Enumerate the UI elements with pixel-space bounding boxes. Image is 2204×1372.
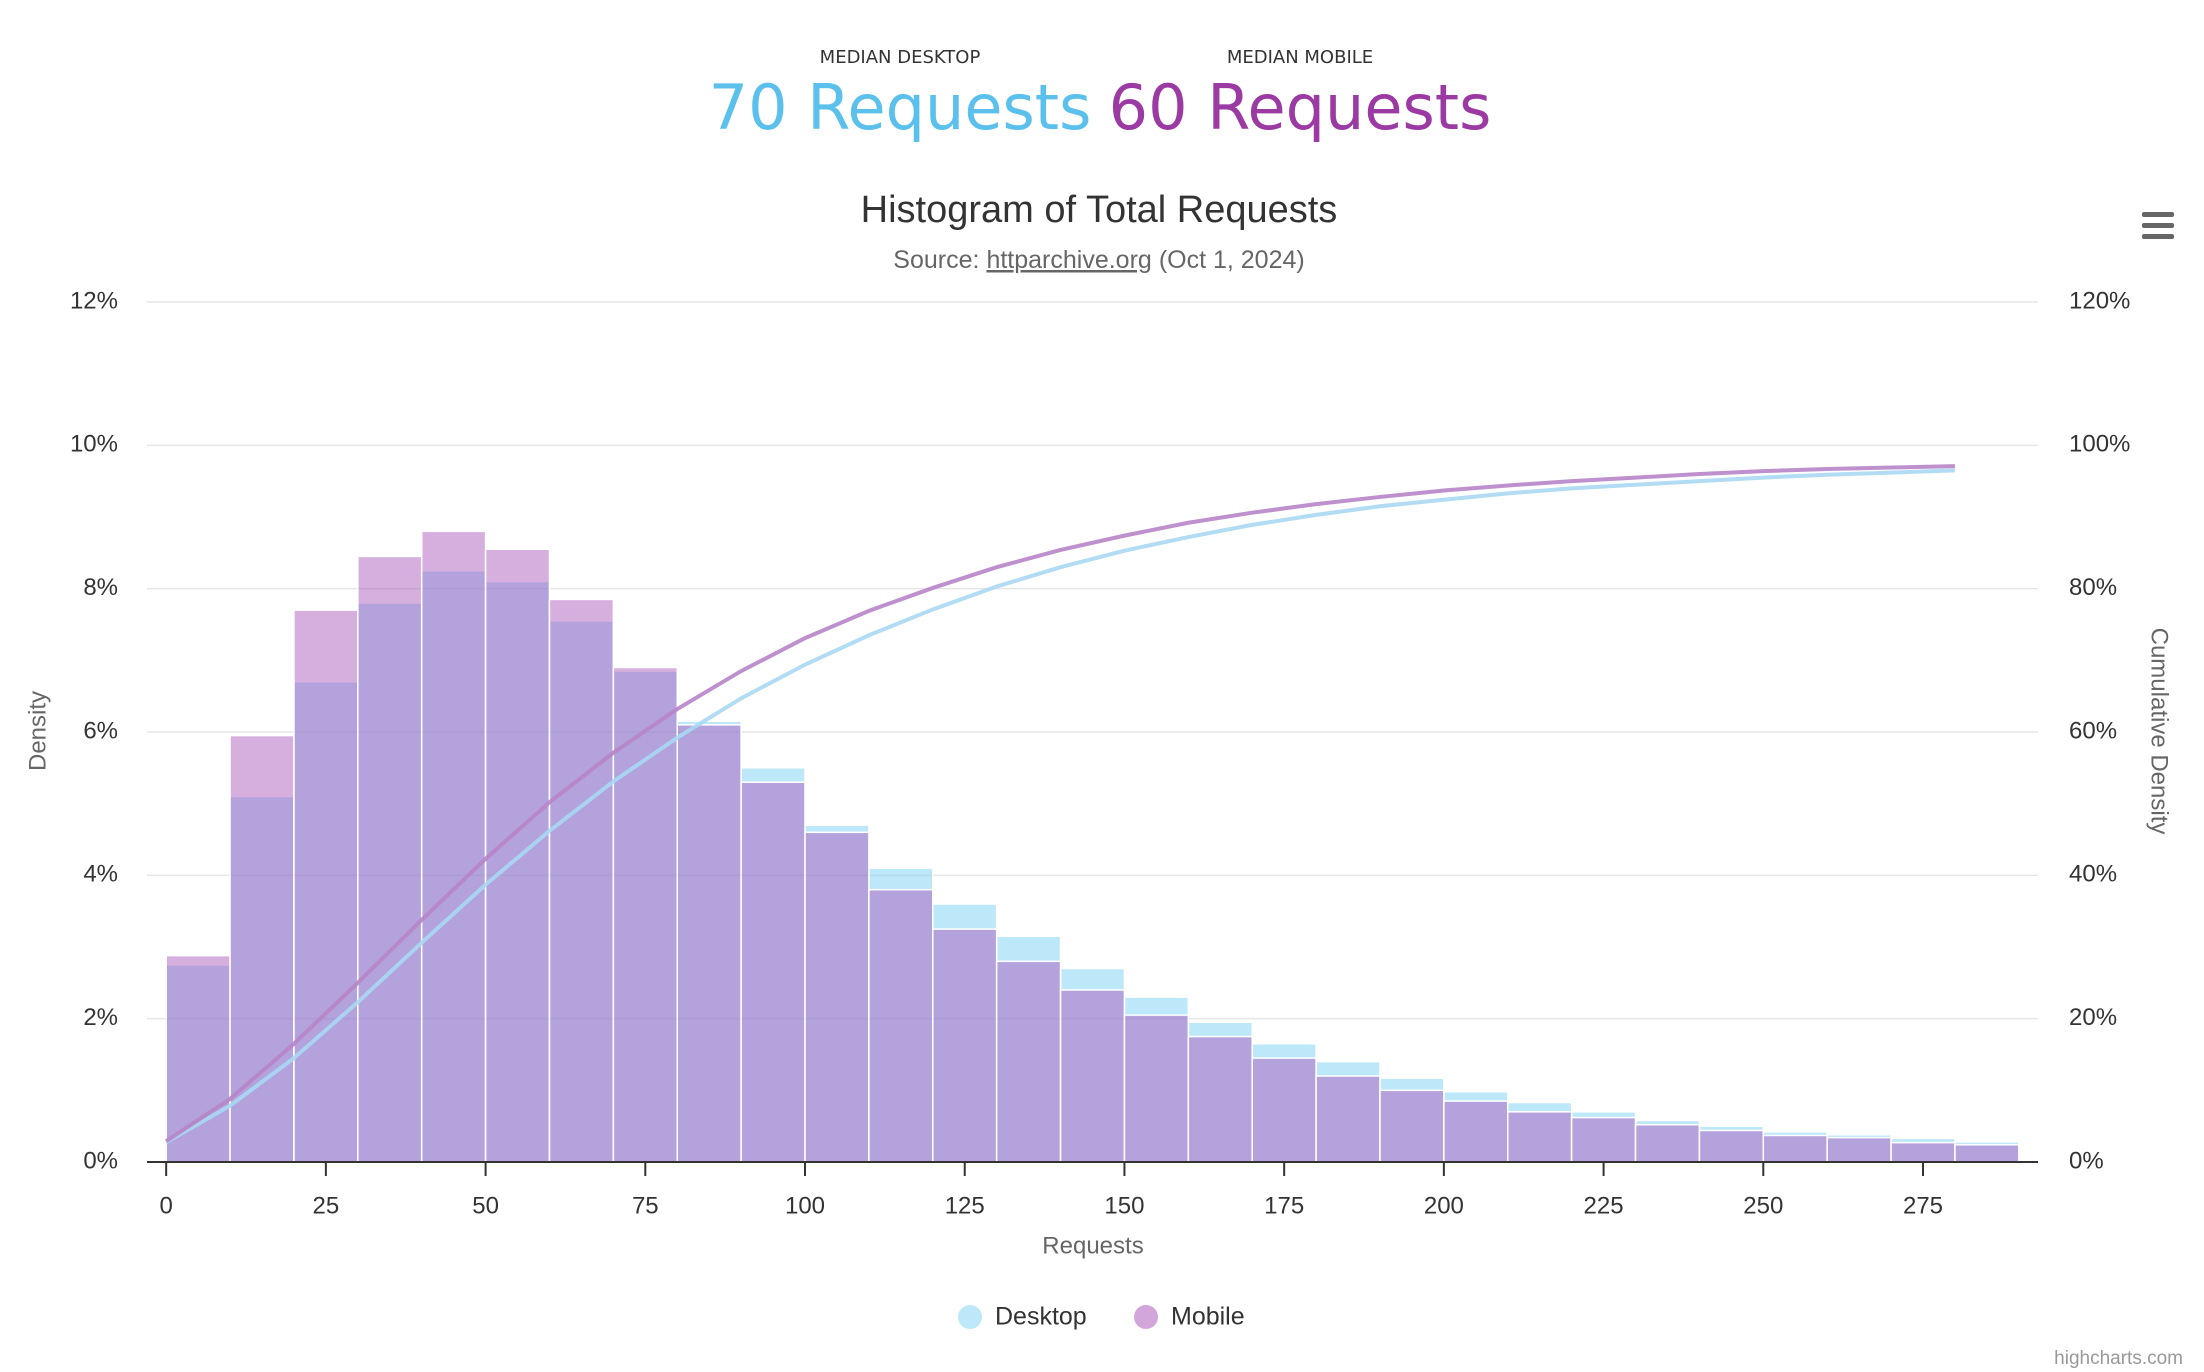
bar <box>229 795 295 1163</box>
y-tick-label: 12% <box>70 287 118 314</box>
menu-bar <box>2142 234 2174 239</box>
x-tick-label: 250 <box>1743 1192 1783 1219</box>
x-tick-label: 275 <box>1903 1192 1943 1219</box>
bar <box>1251 1057 1317 1163</box>
y2-tick-label: 20% <box>2069 1004 2117 1031</box>
legend-label[interactable]: Mobile <box>1171 1303 1245 1331</box>
subtitle-text: Source: <box>893 246 979 274</box>
bar <box>1890 1141 1956 1163</box>
bar <box>995 960 1062 1163</box>
menu-bar <box>2142 223 2174 228</box>
y2-tick-label: 80% <box>2069 574 2117 601</box>
x-tick-label: 25 <box>313 1192 340 1219</box>
y-tick-label: 4% <box>83 861 118 888</box>
y2-tick-label: 40% <box>2069 861 2117 888</box>
bar <box>868 867 934 1163</box>
source-link[interactable]: httparchive.org <box>986 246 1151 274</box>
legend-symbol <box>1134 1305 1158 1329</box>
bar <box>1698 1129 1765 1163</box>
subtitle-text: (Oct 1, 2024) <box>1159 246 1305 274</box>
median-label: MEDIAN MOBILE <box>1227 47 1373 68</box>
bar <box>1379 1089 1445 1163</box>
bar <box>1443 1100 1509 1163</box>
y2-tick-label: 60% <box>2069 717 2117 744</box>
bar <box>1634 1123 1701 1163</box>
bar <box>676 724 742 1163</box>
chart-subtitle: Source: httparchive.org (Oct 1, 2024) <box>893 246 1304 274</box>
menu-bar <box>2142 212 2174 217</box>
bar <box>1059 989 1126 1163</box>
y-tick-label: 2% <box>83 1004 118 1031</box>
bar <box>612 666 678 1163</box>
legend-symbol <box>958 1305 982 1329</box>
x-tick-label: 175 <box>1264 1192 1304 1219</box>
bar <box>1570 1111 1637 1163</box>
bar <box>1570 1116 1637 1163</box>
bar <box>484 580 551 1163</box>
y-axis-title: Density <box>24 691 51 771</box>
bar <box>293 681 359 1163</box>
bar <box>357 555 423 1163</box>
x-axis-title: Requests <box>1042 1232 1143 1259</box>
cumulative-line <box>165 464 1955 1143</box>
bar <box>804 831 870 1163</box>
x-tick-label: 100 <box>785 1192 825 1219</box>
chart-title: Histogram of Total Requests <box>861 189 1338 231</box>
menu-button[interactable] <box>2142 212 2174 239</box>
bar <box>1187 1021 1253 1163</box>
x-tick-label: 0 <box>159 1192 172 1219</box>
bar <box>995 935 1062 1163</box>
x-tick-label: 225 <box>1584 1192 1624 1219</box>
cumulative-line <box>165 468 1956 1145</box>
bar <box>1315 1075 1381 1163</box>
median-label: MEDIAN DESKTOP <box>820 47 981 68</box>
x-tick-label: 75 <box>632 1192 659 1219</box>
bar <box>932 928 998 1163</box>
bar <box>1507 1111 1573 1163</box>
bar <box>1187 1035 1253 1163</box>
bar <box>420 530 487 1163</box>
legend-label[interactable]: Desktop <box>995 1303 1087 1331</box>
y2-axis-title: Cumulative Density <box>2146 628 2173 835</box>
x-tick-label: 50 <box>472 1192 499 1219</box>
bar <box>548 598 615 1163</box>
bar <box>165 954 231 1163</box>
bar <box>740 781 806 1163</box>
y-tick-label: 6% <box>83 717 118 744</box>
bar <box>1762 1134 1828 1163</box>
bar <box>293 609 359 1163</box>
bar <box>1443 1091 1509 1163</box>
bar <box>1826 1136 1892 1163</box>
x-tick-label: 200 <box>1424 1192 1464 1219</box>
bar <box>1123 1014 1190 1163</box>
bar <box>1123 996 1190 1163</box>
y-tick-label: 0% <box>83 1147 118 1174</box>
bar <box>868 888 934 1163</box>
median-value: 60 Requests <box>1109 71 1492 144</box>
x-tick-label: 150 <box>1104 1192 1144 1219</box>
bar <box>1315 1060 1381 1163</box>
x-tick-label: 125 <box>945 1192 985 1219</box>
credits[interactable]: highcharts.com <box>2054 1348 2183 1369</box>
median-value: 70 Requests <box>709 71 1092 144</box>
y2-tick-label: 120% <box>2069 287 2130 314</box>
bar <box>1954 1144 2020 1163</box>
bar <box>1059 967 1126 1163</box>
bar <box>804 824 870 1163</box>
y2-tick-label: 0% <box>2069 1147 2104 1174</box>
y-tick-label: 10% <box>70 431 118 458</box>
y2-tick-label: 100% <box>2069 431 2130 458</box>
bar <box>932 903 998 1163</box>
y-tick-label: 8% <box>83 574 118 601</box>
